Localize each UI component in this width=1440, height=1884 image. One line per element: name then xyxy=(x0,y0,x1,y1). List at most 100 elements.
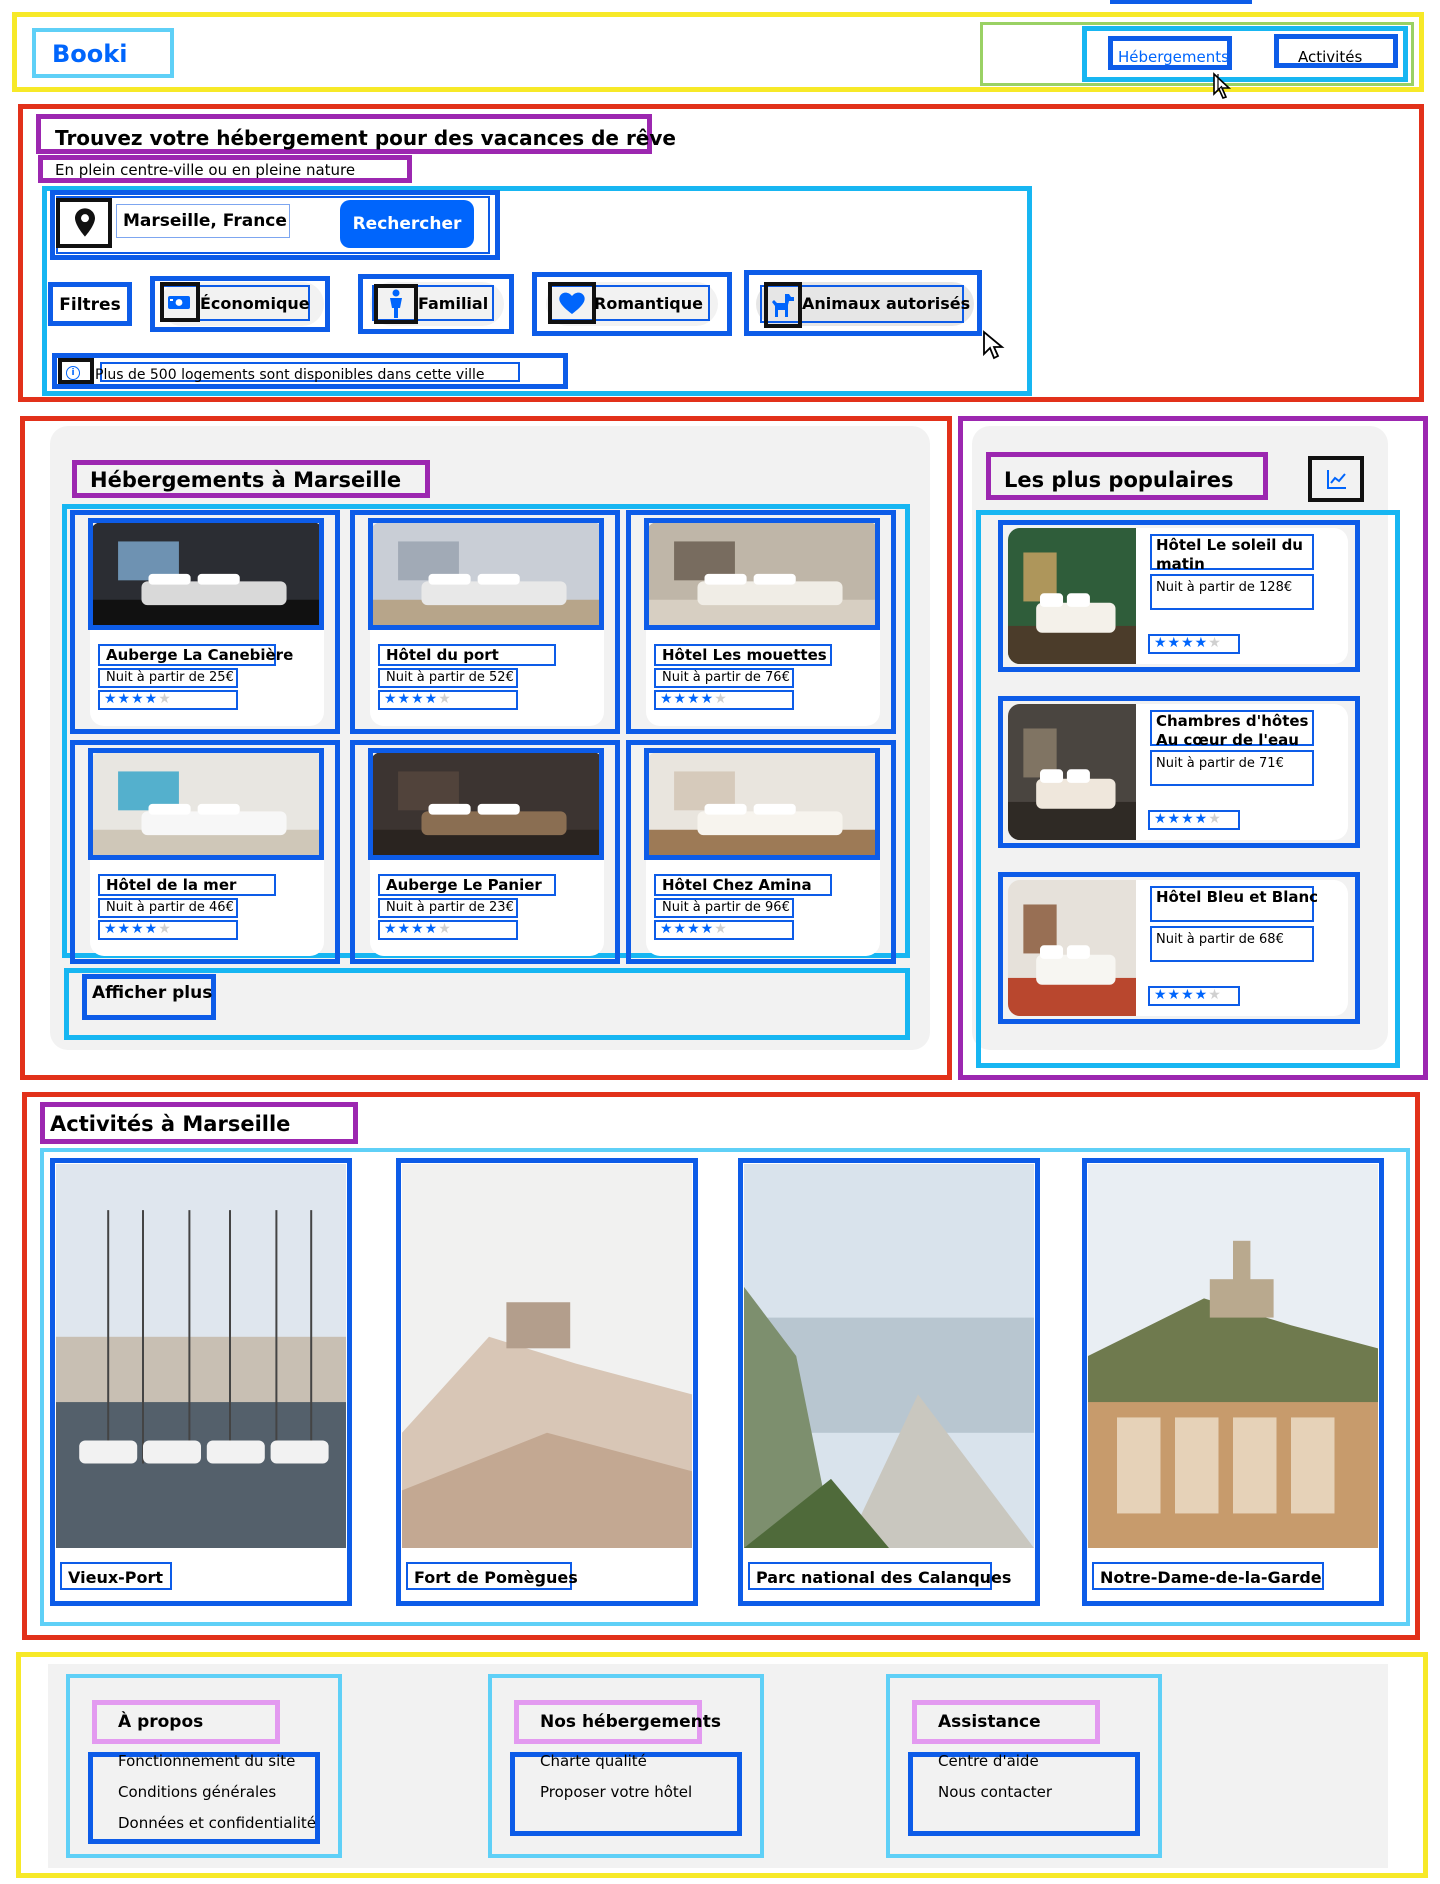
mouse-cursor-icon xyxy=(1213,72,1232,99)
nav-item-frame-1 xyxy=(1108,36,1232,70)
activity-card[interactable] xyxy=(56,1164,346,1600)
lodging-rating-stars: ★★★★★ xyxy=(384,921,452,937)
popular-name[interactable]: Hôtel Le soleil du matin xyxy=(1156,536,1303,573)
lodging-card[interactable] xyxy=(646,752,880,956)
popular-name[interactable]: Hôtel Bleu et Blanc xyxy=(1156,888,1319,906)
footer-link[interactable]: Données et confidentialité xyxy=(118,1814,316,1832)
search-button[interactable]: Rechercher xyxy=(340,200,474,248)
trend-icon-frame xyxy=(1308,456,1364,502)
popular-photo xyxy=(1008,704,1136,840)
lodging-rating-stars: ★★★★★ xyxy=(660,691,728,707)
popular-card[interactable] xyxy=(1008,880,1348,1016)
nav-frame xyxy=(980,22,1414,86)
activity-photo xyxy=(1088,1164,1378,1548)
lodging-rating-frame xyxy=(654,690,794,710)
lodging-name[interactable]: Hôtel Chez Amina xyxy=(662,876,812,894)
footer-link[interactable]: Proposer votre hôtel xyxy=(540,1783,693,1801)
hero-title-frame xyxy=(36,114,652,154)
filter-label-familial: Familial xyxy=(418,294,489,313)
lodging-photo xyxy=(646,752,880,860)
popular-title-frame xyxy=(986,452,1268,500)
popular-photo xyxy=(1008,880,1136,1016)
activities-title-frame xyxy=(40,1102,358,1144)
activity-card[interactable] xyxy=(1088,1164,1378,1600)
popular-card-frame xyxy=(998,696,1360,848)
popular-rating-stars: ★★★★★ xyxy=(1154,811,1222,827)
footer-link[interactable]: Charte qualité xyxy=(540,1752,647,1770)
info-icon-frame xyxy=(58,358,94,384)
lodging-rating-frame xyxy=(98,690,238,710)
lodging-rating-stars: ★★★★★ xyxy=(104,921,172,937)
show-more-button[interactable]: Afficher plus xyxy=(92,983,213,1003)
lodging-photo-frame xyxy=(368,518,604,630)
hero-subtitle: En plein centre-ville ou en pleine natur… xyxy=(55,161,356,179)
activity-photo xyxy=(56,1164,346,1548)
dog-icon xyxy=(772,294,794,317)
filter-label-animaux: Animaux autorisés xyxy=(802,294,971,313)
lodging-name-frame xyxy=(654,644,832,666)
footer-link[interactable]: Conditions générales xyxy=(118,1783,277,1801)
lodgings-title: Hébergements à Marseille xyxy=(90,468,402,492)
footer-link[interactable]: Centre d'aide xyxy=(938,1752,1039,1770)
popular-name-frame xyxy=(1150,534,1314,570)
lodging-photo xyxy=(370,522,604,630)
lodging-card[interactable] xyxy=(370,752,604,956)
lodging-name[interactable]: Hôtel Les mouettes xyxy=(662,646,827,664)
lodging-price: Nuit à partir de 23€ xyxy=(386,900,514,915)
lodging-name-frame xyxy=(98,874,276,896)
footer-link[interactable]: Fonctionnement du site xyxy=(118,1752,296,1770)
activity-name[interactable]: Parc national des Calanques xyxy=(756,1568,1012,1587)
filter-frame-familial xyxy=(358,274,514,334)
footer-column-frame xyxy=(488,1674,764,1858)
activity-card[interactable] xyxy=(744,1164,1034,1600)
child-icon-frame xyxy=(374,284,418,324)
activity-name[interactable]: Vieux-Port xyxy=(68,1568,164,1587)
lodging-price-frame xyxy=(98,898,238,918)
popular-rating-stars: ★★★★★ xyxy=(1154,635,1222,651)
popular-card[interactable] xyxy=(1008,704,1348,840)
location-input[interactable]: Marseille, France xyxy=(116,204,290,238)
more-button-frame xyxy=(82,974,216,1020)
footer-title-frame xyxy=(514,1700,702,1744)
footer-title-frame xyxy=(92,1700,280,1744)
popular-list xyxy=(976,510,1400,1068)
nav-link-activites[interactable]: Activités xyxy=(1298,48,1363,66)
lodging-rating-frame xyxy=(378,920,518,940)
activities-section xyxy=(22,1092,1420,1640)
activity-name[interactable]: Fort de Pomègues xyxy=(414,1568,578,1587)
lodging-photo-frame xyxy=(644,748,880,860)
lodging-card-frame xyxy=(350,510,620,734)
top-accent-bar xyxy=(1110,0,1252,4)
lodging-name[interactable]: Hôtel du port xyxy=(386,646,499,664)
lodging-name-frame xyxy=(98,644,276,666)
lodging-photo xyxy=(370,752,604,860)
lodging-price-frame xyxy=(654,668,794,688)
lodging-name-frame xyxy=(378,644,556,666)
lodging-card[interactable] xyxy=(370,522,604,726)
dog-icon-frame xyxy=(764,282,802,328)
activity-card[interactable] xyxy=(402,1164,692,1600)
lodging-name[interactable]: Auberge La Canebière xyxy=(106,646,294,664)
popular-name[interactable]: Chambres d'hôtes Au cœur de l'eau xyxy=(1156,712,1309,749)
activity-name-frame xyxy=(60,1562,172,1590)
footer-link[interactable]: Nous contacter xyxy=(938,1783,1053,1801)
lodging-name[interactable]: Auberge Le Panier xyxy=(386,876,542,894)
popular-card[interactable] xyxy=(1008,528,1348,664)
lodging-card[interactable] xyxy=(90,752,324,956)
popular-card-frame xyxy=(998,872,1360,1024)
nav-link-hebergements[interactable]: Hébergements xyxy=(1118,48,1229,66)
lodgings-section xyxy=(20,416,952,1080)
filter-chip-animaux[interactable] xyxy=(756,282,974,326)
lodging-card[interactable] xyxy=(646,522,880,726)
filter-label-economique: Économique xyxy=(200,294,310,313)
lodging-rating-stars: ★★★★★ xyxy=(104,691,172,707)
activity-name[interactable]: Notre-Dame-de-la-Garde xyxy=(1100,1568,1322,1587)
activity-name-frame xyxy=(1092,1562,1324,1590)
lodging-price: Nuit à partir de 46€ xyxy=(106,900,234,915)
lodging-name[interactable]: Hôtel de la mer xyxy=(106,876,237,894)
footer-title-frame xyxy=(912,1700,1100,1744)
booki-logo[interactable]: Booki xyxy=(52,40,128,68)
lodging-card[interactable] xyxy=(90,522,324,726)
footer-column-frame xyxy=(886,1674,1162,1858)
lodging-card-frame xyxy=(350,740,620,964)
